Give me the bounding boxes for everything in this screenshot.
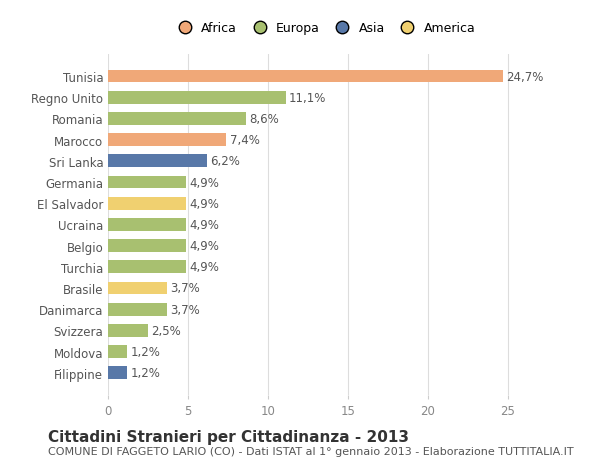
Text: 3,7%: 3,7% <box>170 303 200 316</box>
Bar <box>108 346 127 358</box>
Bar <box>108 303 167 316</box>
Text: 1,2%: 1,2% <box>130 345 160 358</box>
Text: 4,9%: 4,9% <box>190 261 220 274</box>
Text: 24,7%: 24,7% <box>506 70 544 84</box>
Bar <box>108 197 187 210</box>
Text: 4,9%: 4,9% <box>190 176 220 189</box>
Bar <box>108 218 187 231</box>
Text: 6,2%: 6,2% <box>211 155 240 168</box>
Text: 11,1%: 11,1% <box>289 91 326 105</box>
Bar <box>108 176 187 189</box>
Bar <box>108 155 207 168</box>
Text: 4,9%: 4,9% <box>190 218 220 231</box>
Bar <box>108 325 148 337</box>
Legend: Africa, Europa, Asia, America: Africa, Europa, Asia, America <box>167 17 481 40</box>
Bar <box>108 261 187 274</box>
Text: 2,5%: 2,5% <box>151 324 181 337</box>
Text: COMUNE DI FAGGETO LARIO (CO) - Dati ISTAT al 1° gennaio 2013 - Elaborazione TUTT: COMUNE DI FAGGETO LARIO (CO) - Dati ISTA… <box>48 446 574 456</box>
Text: 4,9%: 4,9% <box>190 240 220 252</box>
Bar <box>108 282 167 295</box>
Bar <box>108 71 503 83</box>
Bar <box>108 367 127 379</box>
Bar <box>108 240 187 252</box>
Bar <box>108 134 226 147</box>
Bar <box>108 92 286 104</box>
Text: 8,6%: 8,6% <box>249 112 278 126</box>
Text: 1,2%: 1,2% <box>130 366 160 380</box>
Text: 3,7%: 3,7% <box>170 282 200 295</box>
Text: Cittadini Stranieri per Cittadinanza - 2013: Cittadini Stranieri per Cittadinanza - 2… <box>48 429 409 444</box>
Text: 4,9%: 4,9% <box>190 197 220 210</box>
Bar <box>108 113 245 125</box>
Text: 7,4%: 7,4% <box>230 134 259 147</box>
